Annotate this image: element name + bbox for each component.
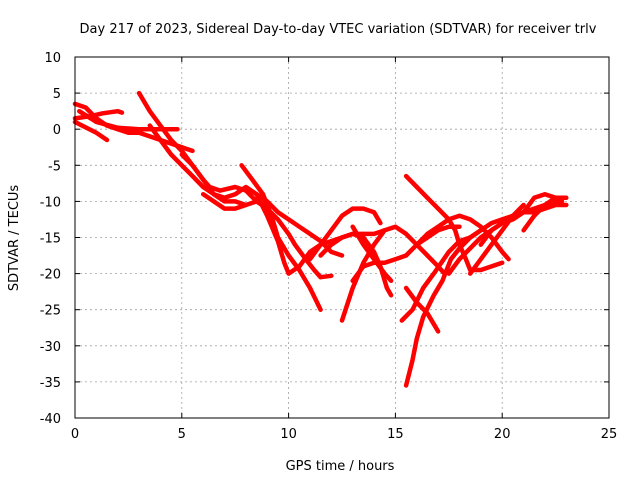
y-tick-label: -15 — [40, 232, 61, 247]
x-tick-label: 5 — [178, 427, 186, 442]
y-tick-label: -25 — [40, 304, 61, 319]
series-arc-19 — [403, 285, 441, 334]
chart-title: Day 217 of 2023, Sidereal Day-to-day VTE… — [80, 22, 597, 37]
y-tick-label: 5 — [53, 87, 61, 102]
axis-ticks — [74, 56, 610, 419]
y-tick-label: -30 — [40, 340, 61, 355]
y-tick-label: -35 — [40, 376, 61, 391]
y-tick-label: -40 — [40, 412, 61, 427]
series-arc-10 — [200, 191, 270, 211]
x-tick-label: 15 — [387, 427, 404, 442]
y-tick-label: -20 — [40, 268, 61, 283]
series-arc-23 — [478, 191, 565, 247]
series-arc-12 — [318, 231, 394, 298]
series-arc-14 — [350, 224, 462, 284]
grid-lines — [75, 57, 609, 418]
x-axis-label: GPS time / hours — [286, 459, 395, 474]
y-tick-label: -5 — [48, 159, 61, 174]
series-arc-15 — [350, 224, 394, 284]
tick-labels: 0 5 10 15 20 25 -40 -35 -30 -25 -20 -15 -10 -5 0 5 10 — [40, 51, 618, 442]
x-tick-label: 10 — [280, 427, 297, 442]
x-tick-label: 20 — [494, 427, 511, 442]
series-arc-6 — [147, 123, 345, 258]
series-arc-11 — [307, 206, 383, 262]
x-tick-label: 0 — [71, 427, 79, 442]
series-arc-20 — [414, 213, 511, 262]
series-arc-24 — [521, 195, 569, 233]
series-arc-17 — [403, 173, 505, 273]
series-arc-3 — [72, 119, 110, 143]
y-tick-label: 0 — [53, 123, 61, 138]
x-tick-label: 25 — [601, 427, 618, 442]
y-tick-label: -10 — [40, 195, 61, 210]
series-arc-18 — [403, 199, 565, 388]
y-axis-label: SDTVAR / TECUs — [7, 185, 22, 292]
y-tick-label: 10 — [44, 51, 61, 66]
series-arc-22 — [467, 202, 526, 276]
series-group — [72, 90, 569, 388]
